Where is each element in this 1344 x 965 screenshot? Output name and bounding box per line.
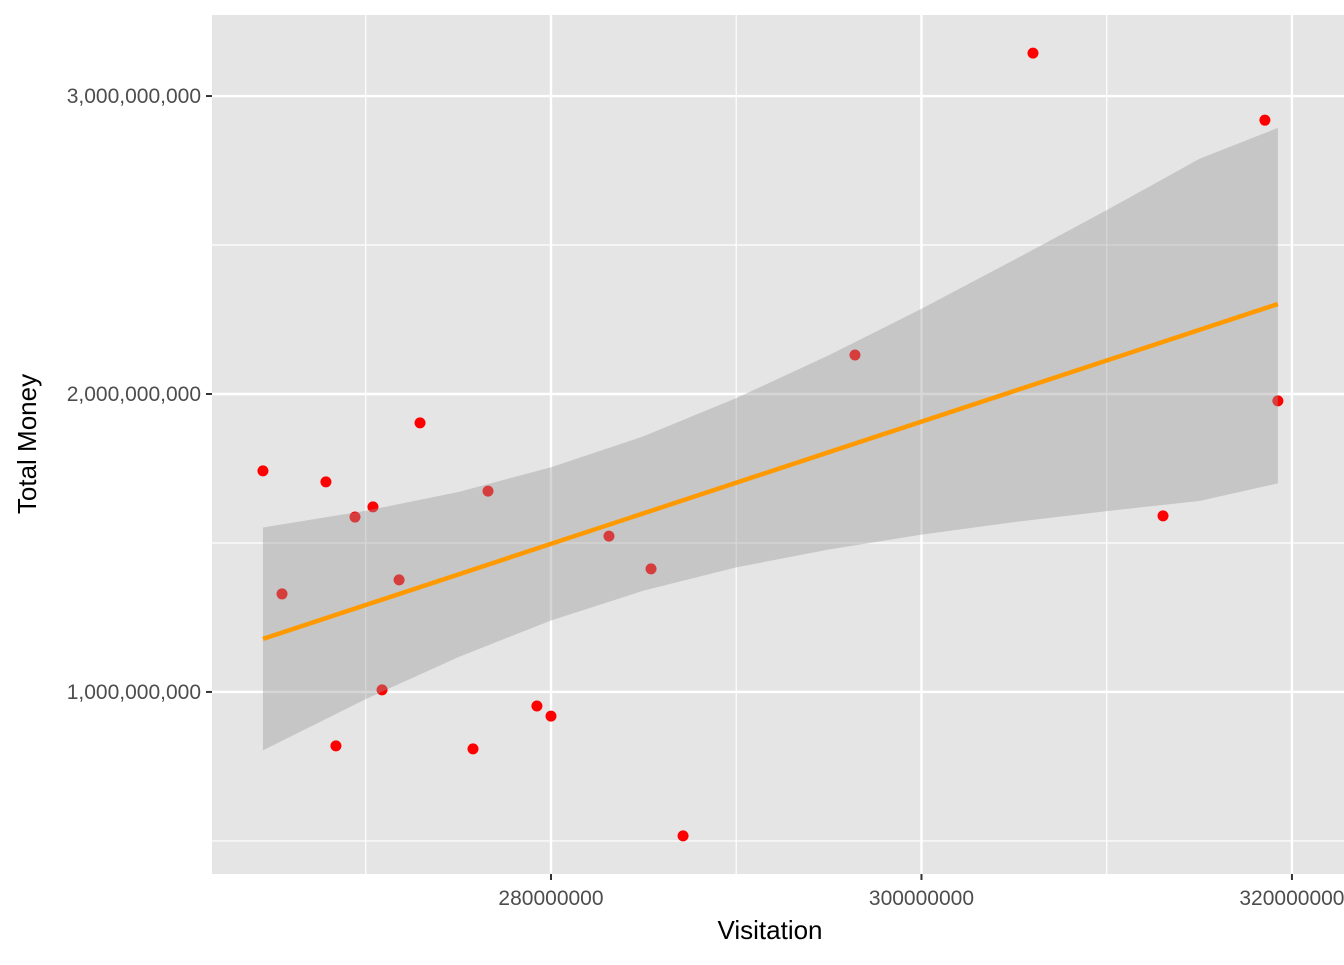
data-point <box>1259 114 1271 126</box>
y-tick-label: 1,000,000,000 <box>67 681 201 704</box>
fit-line <box>262 301 1279 642</box>
x-axis-label: Visitation <box>717 915 822 945</box>
x-tick-label: 320000000 <box>1239 887 1344 910</box>
x-tick-label: 300000000 <box>869 887 974 910</box>
fit-line-group <box>262 301 1279 642</box>
data-point <box>320 476 332 488</box>
confidence-band <box>262 127 1278 751</box>
data-point <box>849 349 861 361</box>
data-point <box>330 740 342 752</box>
y-axis-label: Total Money <box>12 374 42 514</box>
confidence-ribbon <box>262 127 1278 751</box>
major-gridlines <box>212 15 1344 874</box>
data-point <box>603 530 615 542</box>
minor-gridlines <box>212 15 1344 874</box>
x-tick-label: 280000000 <box>498 887 603 910</box>
y-tick-label: 2,000,000,000 <box>67 383 201 406</box>
x-axis-ticks: 280000000 300000000 320000000 <box>498 874 1344 910</box>
data-point <box>482 485 494 497</box>
data-point <box>414 417 426 429</box>
data-point <box>393 574 405 586</box>
data-point <box>467 743 479 755</box>
data-point <box>1027 47 1039 59</box>
data-point <box>349 511 361 523</box>
data-point <box>367 501 379 513</box>
data-point <box>677 830 689 842</box>
data-point <box>645 563 657 575</box>
data-point <box>276 588 288 600</box>
y-tick-label: 3,000,000,000 <box>67 85 201 108</box>
plot-panel <box>212 15 1344 874</box>
data-point <box>1272 395 1284 407</box>
data-point <box>257 465 269 477</box>
y-axis-ticks: 1,000,000,000 2,000,000,000 3,000,000,000 <box>67 85 212 704</box>
data-point <box>531 700 543 712</box>
data-point <box>376 684 388 696</box>
data-point <box>545 710 557 722</box>
data-point <box>1157 510 1169 522</box>
data-points <box>257 47 1284 842</box>
